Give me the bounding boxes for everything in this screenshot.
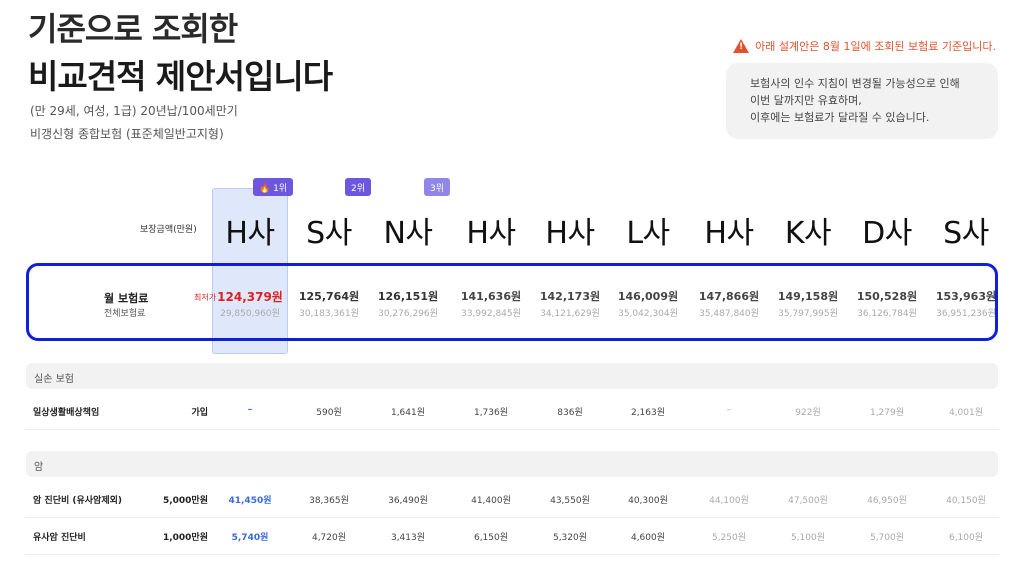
total-premium-value: 34,121,629원 [540,309,600,319]
coverage-premium-cell: 590원 [316,408,342,418]
coverage-premium-cell: 47,500원 [788,496,828,506]
notice-line: 이번 달까지만 유효하며, [750,94,862,107]
page-title-line2: 비교견적 제안서입니다 [28,57,333,96]
coverage-premium-cell: 1,279원 [869,408,905,418]
coverage-premium-cell: 5,700원 [869,533,905,543]
warning-notice: 아래 설계안은 8월 1일에 조회된 보험료 기준입니다. [733,38,996,54]
monthly-premium-label: 월 보험료 [104,292,149,305]
coverage-amount: 가입 [191,408,208,418]
total-premium-value: 30,183,361원 [299,309,359,319]
total-premium-value: 36,126,784원 [857,309,917,319]
section-header: 암 [26,451,998,477]
company-name: H사 [466,216,516,251]
monthly-premium-value: 124,379원 [217,290,283,304]
coverage-premium-cell: 46,950원 [867,496,907,506]
coverage-premium-cell: 5,740원 [231,533,269,543]
warning-icon [733,39,750,53]
total-premium-value: 30,276,296원 [378,309,438,319]
coverage-premium-cell: 836원 [557,408,583,418]
coverage-premium-cell: 43,550원 [550,496,590,506]
monthly-premium-value: 125,764원 [298,290,360,303]
rank-badge-2: 2위 [345,178,372,196]
total-premium-value: 35,797,995원 [778,309,838,319]
coverage-premium-cell: 4,001원 [948,408,984,418]
company-name: H사 [545,216,595,251]
page-title-line1: 기준으로 조회한 [28,10,238,48]
monthly-premium-value: 126,151원 [377,290,439,303]
coverage-row-label: 암 진단비 (유사암제외) [33,496,123,506]
total-premium-value: 33,992,845원 [461,309,521,319]
coverage-premium-cell: 44,100원 [709,496,749,506]
coverage-premium-cell: 6,150원 [473,533,509,543]
company-name: H사 [704,216,754,251]
company-name: K사 [784,216,832,251]
total-premium-value: 35,042,304원 [618,309,678,319]
coverage-premium-cell: 40,300원 [628,496,668,506]
premium-frame [26,263,998,341]
monthly-premium-value: 142,173원 [539,290,601,303]
subtitle-conditions: (만 29세, 여성, 1급) 20년납/100세만기 [30,104,238,118]
coverage-premium-cell: 38,365원 [309,496,349,506]
coverage-premium-cell: 3,413원 [390,533,426,543]
coverage-amount: 1,000만원 [162,533,208,543]
total-premium-value: 29,850,960원 [220,309,280,319]
monthly-premium-value: 150,528원 [856,290,918,303]
coverage-row-label: 유사암 진단비 [33,533,86,543]
row-divider [26,554,998,555]
coverage-premium-cell: – [726,405,732,415]
lowest-price-tag: 최저가 [194,293,217,302]
total-premium-label: 전체보험료 [104,309,146,319]
monthly-premium-value: 141,636원 [460,290,522,303]
company-name: S사 [306,216,352,251]
coverage-premium-cell: 40,150원 [946,496,986,506]
monthly-premium-value: 153,963원 [935,290,997,303]
coverage-premium-cell: 5,320원 [552,533,588,543]
rank-badge-1: 🔥 1위 [253,178,294,196]
coverage-premium-cell: 922원 [795,408,821,418]
warning-text: 아래 설계안은 8월 1일에 조회된 보험료 기준입니다. [755,40,996,53]
company-name: D사 [862,216,912,251]
total-premium-value: 35,487,840원 [699,309,759,319]
company-name: S사 [943,216,989,251]
section-header: 실손 보험 [26,363,998,389]
coverage-premium-cell: – [247,405,253,415]
coverage-premium-cell: 1,736원 [473,408,509,418]
company-name: N사 [383,216,433,251]
company-name: H사 [225,216,275,251]
subtitle-product: 비갱신형 종합보험 (표준체일반고지형) [30,127,224,141]
row-divider [26,429,998,430]
notice-box: 보험사의 인수 지침이 변경될 가능성으로 인해 이번 달까지만 유효하며, 이… [726,63,998,139]
coverage-premium-cell: 6,100원 [948,533,984,543]
top-rank-highlight [212,188,288,354]
notice-line: 보험사의 인수 지침이 변경될 가능성으로 인해 [750,77,960,90]
coverage-premium-cell: 36,490원 [388,496,428,506]
coverage-premium-cell: 1,641원 [390,408,426,418]
monthly-premium-value: 147,866원 [698,290,760,303]
coverage-premium-cell: 5,100원 [790,533,826,543]
coverage-premium-cell: 41,400원 [471,496,511,506]
monthly-premium-value: 149,158원 [777,290,839,303]
coverage-premium-cell: 41,450원 [228,496,272,506]
company-name: L사 [626,216,670,251]
notice-line: 이후에는 보험료가 달라질 수 있습니다. [750,111,930,124]
monthly-premium-value: 146,009원 [617,290,679,303]
coverage-amount: 5,000만원 [162,496,208,506]
coverage-amount-label: 보장금액(만원) [140,225,197,235]
rank-badge-3: 3위 [424,178,451,196]
coverage-premium-cell: 4,600원 [630,533,666,543]
coverage-row-label: 일상생활배상책임 [33,408,100,418]
coverage-premium-cell: 2,163원 [630,408,666,418]
total-premium-value: 36,951,236원 [936,309,996,319]
row-divider [26,517,998,518]
coverage-premium-cell: 5,250원 [711,533,747,543]
coverage-premium-cell: 4,720원 [311,533,347,543]
